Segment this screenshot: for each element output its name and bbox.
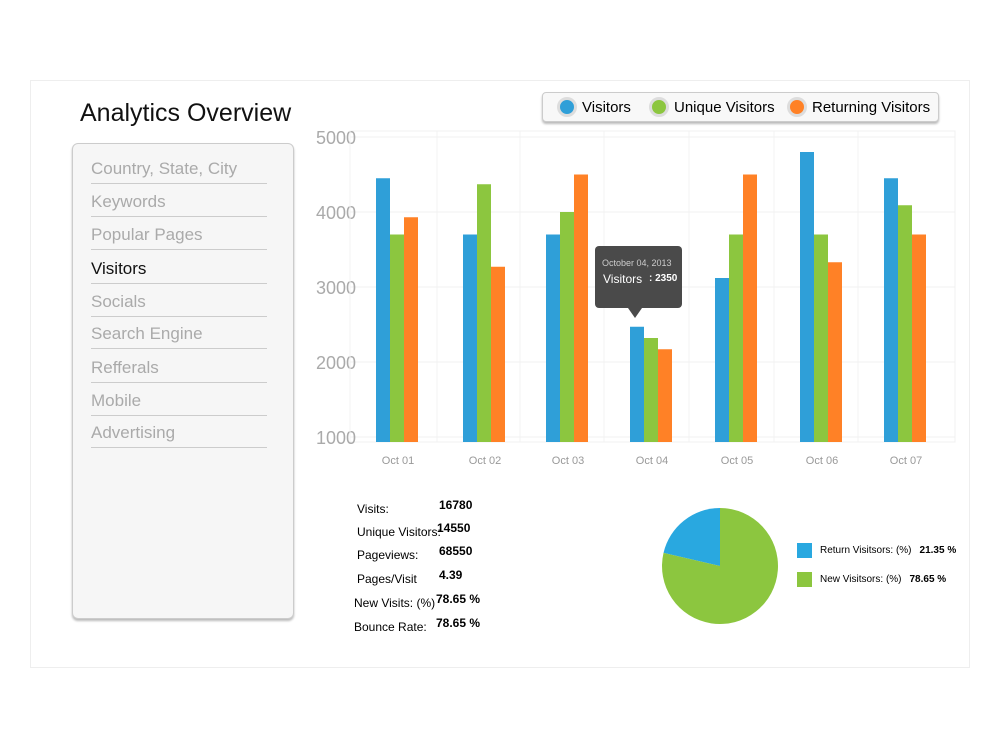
stat-row: Bounce Rate: 78.65 % <box>354 616 480 634</box>
pie-slice[interactable] <box>663 507 720 566</box>
legend-item[interactable]: Returning Visitors <box>787 97 930 117</box>
bar-returning-visitors[interactable] <box>828 262 842 442</box>
sidebar-item-refferals[interactable]: Refferals <box>91 358 267 383</box>
tooltip-date: October 04, 2013 <box>602 258 672 268</box>
sidebar-item-socials[interactable]: Socials <box>91 292 267 317</box>
bar-visitors[interactable] <box>376 178 390 442</box>
pie-legend-label: Return Visitsors: (%) <box>820 545 912 556</box>
bar-returning-visitors[interactable] <box>574 174 588 443</box>
legend-item[interactable]: Unique Visitors <box>649 97 775 117</box>
stat-label: Pages/Visit <box>357 572 417 586</box>
bar-returning-visitors[interactable] <box>491 266 505 442</box>
bar-visitors[interactable] <box>630 326 644 442</box>
legend-item[interactable]: Visitors <box>557 97 631 117</box>
bar-visitors[interactable] <box>715 278 729 442</box>
bar-visitors[interactable] <box>546 234 560 443</box>
bar-returning-visitors[interactable] <box>912 234 926 443</box>
sidebar-item-popular-pages[interactable]: Popular Pages <box>91 225 267 250</box>
stat-label: New Visits: (%) <box>354 596 436 610</box>
bar-visitors[interactable] <box>463 234 477 443</box>
y-tick-label: 4000 <box>316 203 356 223</box>
bar-unique-visitors[interactable] <box>644 338 658 442</box>
stat-row: New Visits: (%) 78.65 % <box>354 592 480 610</box>
legend-dot-icon <box>649 97 669 117</box>
bar-unique-visitors[interactable] <box>898 205 912 442</box>
stat-label: Visits: <box>357 502 389 516</box>
bar-unique-visitors[interactable] <box>560 212 574 442</box>
x-tick-label: Oct 03 <box>552 455 584 467</box>
stat-value: 78.65 % <box>436 616 481 630</box>
bar-unique-visitors[interactable] <box>729 234 743 443</box>
bar-returning-visitors[interactable] <box>404 217 418 442</box>
chart-legend: Visitors Unique Visitors Returning Visitor… <box>542 92 939 122</box>
stat-value: 68550 <box>439 544 473 558</box>
bar-visitors[interactable] <box>884 178 898 442</box>
x-tick-label: Oct 04 <box>636 455 668 467</box>
chart-tooltip: October 04, 2013 Visitors : 2350 <box>595 246 682 318</box>
stat-label: Bounce Rate: <box>354 620 427 634</box>
stat-row: Pages/Visit 4.39 <box>357 568 462 586</box>
stat-row: Unique Visitors: 14550 <box>357 521 470 539</box>
legend-label: Visitors <box>582 98 631 116</box>
sidebar: Country, State, City Keywords Popular Page… <box>72 143 294 619</box>
stat-value: 14550 <box>437 521 471 535</box>
sidebar-item-keywords[interactable]: Keywords <box>91 192 267 217</box>
bar-unique-visitors[interactable] <box>477 184 491 442</box>
bar-visitors[interactable] <box>800 152 814 442</box>
pie-legend-label: New Visitsors: (%) <box>820 574 902 585</box>
stat-value: 78.65 % <box>436 592 481 606</box>
sidebar-item-mobile[interactable]: Mobile <box>91 391 267 416</box>
stat-row: Visits: 16780 <box>357 498 472 516</box>
x-tick-label: Oct 02 <box>469 455 501 467</box>
dashboard-frame <box>30 80 970 668</box>
bar-unique-visitors[interactable] <box>390 234 404 443</box>
pie-legend-value: 78.65 % <box>909 574 947 585</box>
tooltip-label: Visitors <box>603 272 643 286</box>
pie-legend-item: Return Visitsors: (%) 21.35 % <box>797 543 956 558</box>
x-tick-label: Oct 05 <box>721 455 753 467</box>
legend-dot-icon <box>787 97 807 117</box>
sidebar-item-search-engine[interactable]: Search Engine <box>91 324 267 349</box>
y-tick-label: 2000 <box>316 353 356 373</box>
legend-swatch-icon <box>797 572 812 587</box>
legend-label: Returning Visitors <box>812 98 931 116</box>
page-title: Analytics Overview <box>80 99 292 127</box>
bar-returning-visitors[interactable] <box>743 174 757 443</box>
legend-label: Unique Visitors <box>674 98 775 116</box>
y-tick-label: 1000 <box>316 428 356 448</box>
sidebar-item-country-state-city[interactable]: Country, State, City <box>91 159 267 184</box>
legend-swatch-icon <box>797 543 812 558</box>
legend-dot-icon <box>557 97 577 117</box>
bar-unique-visitors[interactable] <box>814 234 828 443</box>
pie-slice[interactable] <box>662 508 778 624</box>
stat-value: 16780 <box>439 498 473 512</box>
sidebar-item-advertising[interactable]: Advertising <box>91 423 267 448</box>
stat-label: Pageviews: <box>357 548 419 562</box>
pie-legend-value: 21.35 % <box>919 545 957 556</box>
y-tick-label: 5000 <box>316 128 356 148</box>
pie-legend-item: New Visitsors: (%) 78.65 % <box>797 572 946 587</box>
stat-row: Pageviews: 68550 <box>357 544 472 562</box>
x-tick-label: Oct 01 <box>382 455 414 467</box>
bar-returning-visitors[interactable] <box>658 349 672 442</box>
x-tick-label: Oct 07 <box>890 455 922 467</box>
stat-value: 4.39 <box>439 568 463 582</box>
x-tick-label: Oct 06 <box>806 455 838 467</box>
stat-label: Unique Visitors: <box>357 525 441 539</box>
tooltip-value: : 2350 <box>649 273 678 284</box>
y-tick-label: 3000 <box>316 278 356 298</box>
sidebar-item-visitors[interactable]: Visitors <box>91 259 267 284</box>
